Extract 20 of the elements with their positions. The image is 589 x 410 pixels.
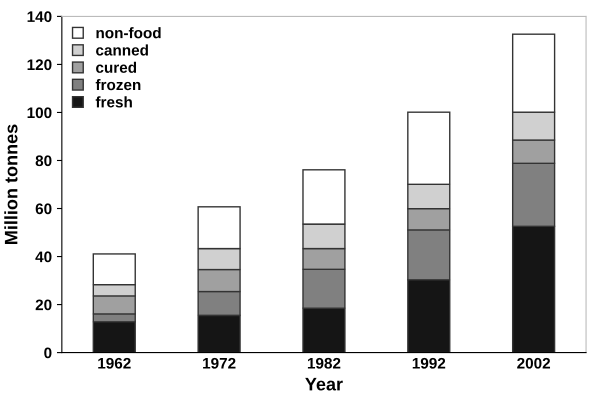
- y-tick-label: 140: [28, 11, 52, 22]
- legend-label: non-food: [96, 27, 161, 38]
- x-tick-label: 1962: [98, 358, 131, 369]
- x-tick-label: 2002: [517, 358, 550, 369]
- legend-label: cured: [96, 62, 136, 73]
- x-tick-label: 1982: [308, 358, 340, 369]
- legend-label: fresh: [96, 96, 132, 108]
- y-axis-title: Million tonnes: [4, 124, 18, 244]
- y-tick-label: 100: [28, 107, 52, 118]
- x-axis-title: Year: [305, 378, 343, 391]
- y-tick-label: 20: [36, 299, 52, 310]
- y-tick-label: 80: [36, 155, 52, 166]
- y-tick-label: 60: [36, 203, 52, 214]
- legend-label: frozen: [96, 78, 140, 90]
- x-tick-label: 1992: [412, 358, 446, 369]
- y-tick-label: 0: [44, 347, 52, 358]
- y-tick-label: 120: [28, 59, 52, 70]
- x-tick-label: 1972: [203, 358, 236, 369]
- y-tick-label: 40: [35, 251, 52, 262]
- legend-label: canned: [96, 44, 148, 56]
